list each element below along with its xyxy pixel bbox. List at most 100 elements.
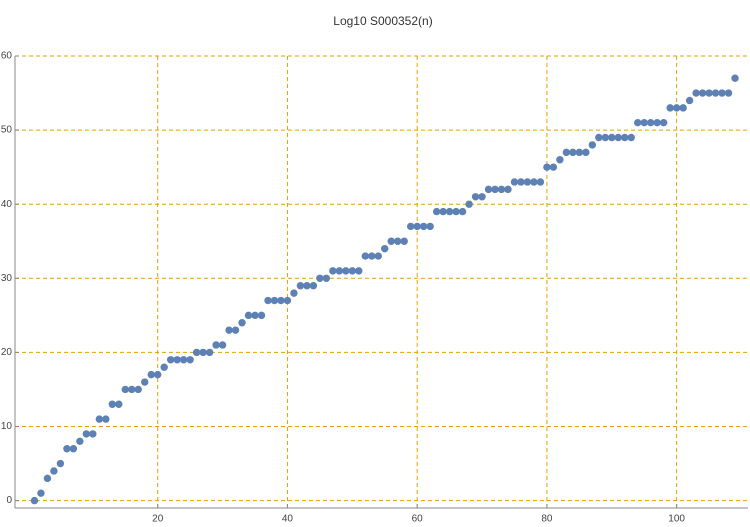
point: [277, 296, 285, 305]
point: [543, 163, 551, 171]
point: [394, 237, 402, 245]
point: [37, 489, 45, 497]
point: [413, 222, 421, 231]
point: [556, 156, 564, 164]
point: [322, 274, 331, 282]
point: [387, 237, 395, 245]
point: [186, 356, 194, 364]
point: [56, 459, 65, 468]
point: [672, 104, 681, 112]
point: [705, 89, 713, 97]
point: [634, 118, 642, 127]
point: [361, 252, 369, 260]
y-tick-label: 0: [6, 495, 12, 506]
point: [290, 289, 298, 297]
point: [510, 178, 519, 186]
y-tick-label: 60: [1, 51, 13, 62]
point: [108, 400, 117, 408]
point: [601, 133, 609, 142]
point: [536, 178, 545, 186]
point: [115, 400, 123, 408]
point: [608, 133, 616, 142]
point: [582, 148, 590, 157]
point: [147, 370, 155, 379]
point: [368, 252, 376, 260]
point: [685, 96, 694, 105]
point: [128, 385, 136, 394]
y-tick-label: 10: [1, 421, 13, 432]
point: [69, 445, 78, 453]
point: [679, 104, 687, 112]
point: [270, 296, 279, 305]
point: [646, 118, 655, 127]
point: [192, 348, 201, 357]
point: [102, 415, 110, 423]
point: [595, 133, 603, 142]
point: [400, 237, 408, 245]
point: [30, 496, 39, 505]
point: [484, 185, 493, 194]
point: [718, 89, 726, 97]
point: [296, 282, 305, 290]
point: [205, 348, 214, 357]
point: [303, 282, 311, 290]
point: [698, 89, 707, 97]
point: [160, 363, 168, 371]
point: [225, 326, 233, 334]
point: [439, 207, 447, 216]
point: [653, 118, 661, 127]
point: [659, 118, 668, 127]
point: [562, 148, 571, 157]
x-tick-label: 40: [282, 514, 294, 525]
point: [711, 89, 720, 97]
point: [173, 356, 181, 364]
x-tick-label: 20: [152, 514, 164, 525]
point: [666, 104, 674, 112]
point: [43, 474, 52, 483]
point: [141, 378, 149, 386]
point: [82, 430, 91, 438]
point: [445, 207, 454, 216]
point: [458, 207, 467, 216]
point: [329, 267, 337, 275]
point: [238, 319, 246, 327]
point: [218, 341, 227, 349]
point: [471, 193, 480, 201]
point: [588, 141, 597, 149]
point: [523, 178, 532, 186]
point: [231, 326, 240, 334]
point: [517, 178, 525, 186]
point: [724, 89, 733, 97]
y-tick-label: 40: [1, 199, 13, 210]
point: [154, 370, 162, 379]
point: [426, 222, 434, 231]
y-tick-label: 50: [1, 125, 13, 136]
point: [283, 296, 292, 305]
point: [251, 311, 259, 320]
chart-title: Log10 S000352(n): [333, 14, 432, 28]
point: [335, 267, 344, 275]
point: [731, 74, 739, 82]
point: [406, 222, 415, 231]
point: [134, 385, 142, 394]
point: [569, 148, 577, 157]
point: [465, 200, 473, 208]
point: [491, 185, 499, 194]
point: [95, 415, 104, 423]
x-tick-label: 60: [412, 514, 424, 525]
point: [309, 282, 318, 290]
point: [575, 148, 584, 157]
point: [342, 267, 350, 275]
point: [89, 430, 97, 438]
x-tick-label: 100: [668, 514, 685, 525]
point: [627, 133, 635, 142]
point: [257, 311, 266, 320]
point: [452, 207, 460, 216]
point: [316, 274, 324, 282]
point: [381, 244, 389, 253]
point: [692, 89, 700, 97]
y-tick-label: 30: [1, 273, 13, 284]
point: [76, 437, 84, 446]
